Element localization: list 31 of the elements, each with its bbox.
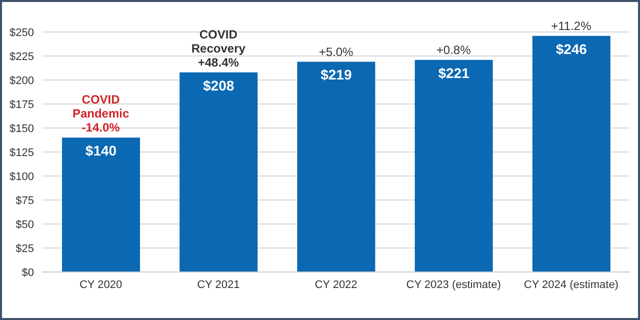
- annotation: +5.0%: [318, 44, 354, 59]
- bar: [297, 62, 376, 272]
- y-tick-label: $100: [10, 170, 34, 183]
- x-tick-label: CY 2024 (estimate): [524, 278, 618, 291]
- y-tick-label: $25: [16, 242, 34, 255]
- y-tick-label: $50: [16, 218, 34, 231]
- bar: [414, 60, 493, 272]
- y-tick-label: $175: [10, 98, 34, 111]
- bar: [532, 36, 610, 272]
- annotation: COVID Pandemic -14.0%: [72, 92, 130, 135]
- annotation: +0.8%: [436, 42, 472, 57]
- annotation: COVID Recovery +48.4%: [191, 27, 246, 70]
- data-label: $208: [203, 77, 234, 94]
- annotation: +11.2%: [551, 18, 592, 33]
- data-label: $221: [438, 64, 470, 81]
- x-tick-label: CY 2023 (estimate): [406, 278, 501, 291]
- bar: [180, 72, 258, 272]
- y-tick-label: $225: [10, 50, 34, 63]
- y-tick-label: $200: [10, 74, 34, 87]
- bar: [62, 138, 140, 272]
- y-tick-label: $150: [10, 122, 34, 135]
- data-label: $246: [556, 40, 588, 57]
- x-tick-label: CY 2022: [314, 278, 358, 291]
- y-tick-label: $75: [16, 194, 34, 207]
- y-tick-label: $125: [10, 146, 34, 159]
- y-tick-label: $250: [10, 26, 34, 39]
- x-tick-label: CY 2021: [197, 278, 240, 291]
- y-tick-label: $0: [22, 266, 34, 279]
- x-tick-label: CY 2020: [79, 278, 122, 291]
- data-label: $219: [320, 66, 352, 83]
- data-label: $140: [85, 142, 117, 159]
